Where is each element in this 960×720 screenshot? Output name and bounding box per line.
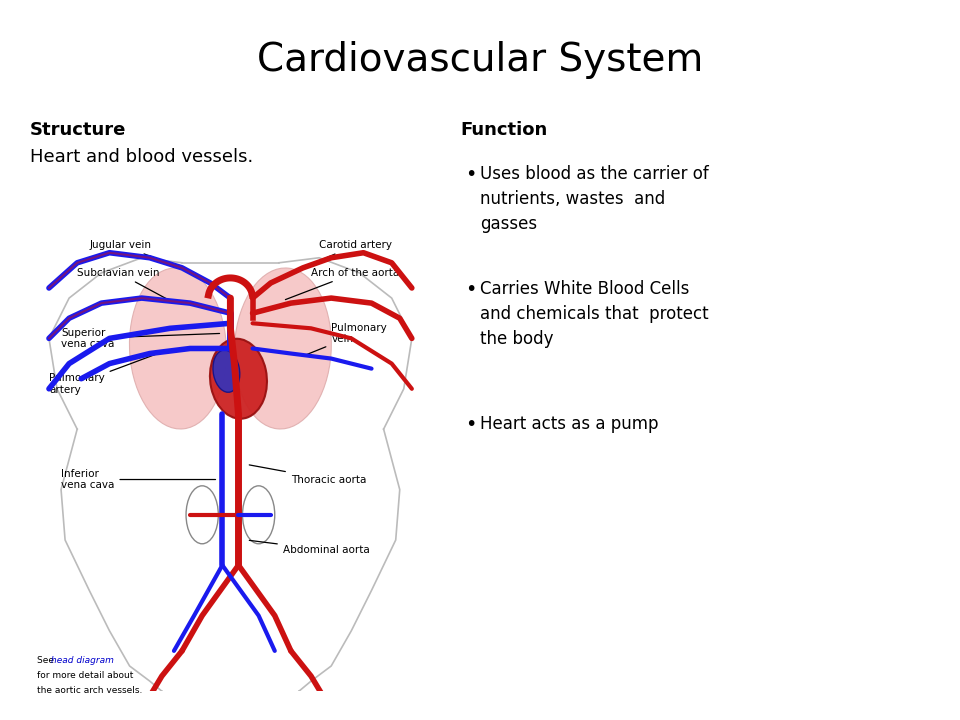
Text: Carries White Blood Cells
and chemicals that  protect
the body: Carries White Blood Cells and chemicals … bbox=[480, 280, 708, 348]
Text: head diagram: head diagram bbox=[52, 656, 114, 665]
Text: Superior
vena cava: Superior vena cava bbox=[61, 328, 220, 349]
Text: Inferior
vena cava: Inferior vena cava bbox=[61, 469, 216, 490]
Text: Heart and blood vessels.: Heart and blood vessels. bbox=[30, 148, 253, 166]
Text: Pulmonary
artery: Pulmonary artery bbox=[49, 354, 156, 395]
Text: Pulmonary
vein: Pulmonary vein bbox=[305, 323, 387, 355]
Text: See: See bbox=[36, 656, 57, 665]
Text: Abdominal aorta: Abdominal aorta bbox=[250, 540, 370, 555]
Ellipse shape bbox=[213, 350, 240, 392]
Ellipse shape bbox=[210, 338, 267, 419]
Text: the aortic arch vessels.: the aortic arch vessels. bbox=[36, 686, 142, 696]
Text: Function: Function bbox=[460, 121, 547, 139]
Text: for more detail about: for more detail about bbox=[36, 671, 133, 680]
Text: •: • bbox=[465, 415, 476, 434]
Text: Structure: Structure bbox=[30, 121, 127, 139]
Text: •: • bbox=[465, 280, 476, 299]
Text: Cardiovascular System: Cardiovascular System bbox=[257, 41, 703, 79]
Ellipse shape bbox=[130, 268, 227, 429]
Ellipse shape bbox=[234, 268, 331, 429]
Text: Carotid artery: Carotid artery bbox=[305, 240, 392, 266]
Text: Jugular vein: Jugular vein bbox=[89, 240, 180, 267]
Text: Subclavian vein: Subclavian vein bbox=[77, 268, 167, 300]
Text: •: • bbox=[465, 165, 476, 184]
Text: Uses blood as the carrier of
nutrients, wastes  and
gasses: Uses blood as the carrier of nutrients, … bbox=[480, 165, 708, 233]
Text: Thoracic aorta: Thoracic aorta bbox=[250, 465, 367, 485]
Text: Heart acts as a pump: Heart acts as a pump bbox=[480, 415, 659, 433]
Text: Arch of the aorta: Arch of the aorta bbox=[285, 268, 399, 300]
